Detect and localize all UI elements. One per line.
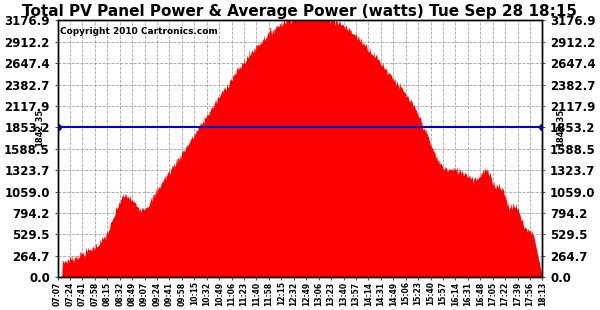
Text: Copyright 2010 Cartronics.com: Copyright 2010 Cartronics.com: [60, 27, 218, 36]
Text: 1842.35: 1842.35: [556, 108, 565, 147]
Text: 1842.35: 1842.35: [35, 108, 44, 147]
Title: Total PV Panel Power & Average Power (watts) Tue Sep 28 18:15: Total PV Panel Power & Average Power (wa…: [23, 4, 577, 19]
